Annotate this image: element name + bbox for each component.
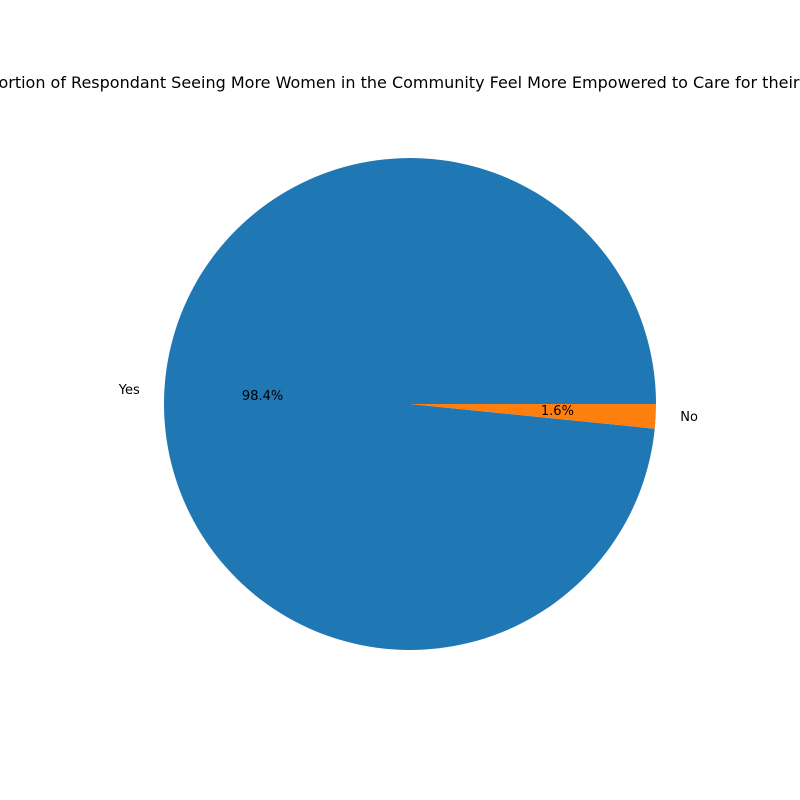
- pie-labels: Yes 98.4% No 1.6%: [118, 383, 698, 425]
- slice-value-no: 1.6%: [541, 404, 574, 419]
- pie-slice-no: [410, 404, 656, 429]
- slice-label-no: No: [680, 410, 698, 425]
- chart-title: Proportion of Respondant Seeing More Wom…: [0, 73, 800, 92]
- slice-label-yes: Yes: [118, 383, 140, 398]
- pie-slice-yes: [163, 157, 657, 650]
- slice-value-yes: 98.4%: [242, 389, 283, 404]
- pie-slices: [163, 157, 657, 650]
